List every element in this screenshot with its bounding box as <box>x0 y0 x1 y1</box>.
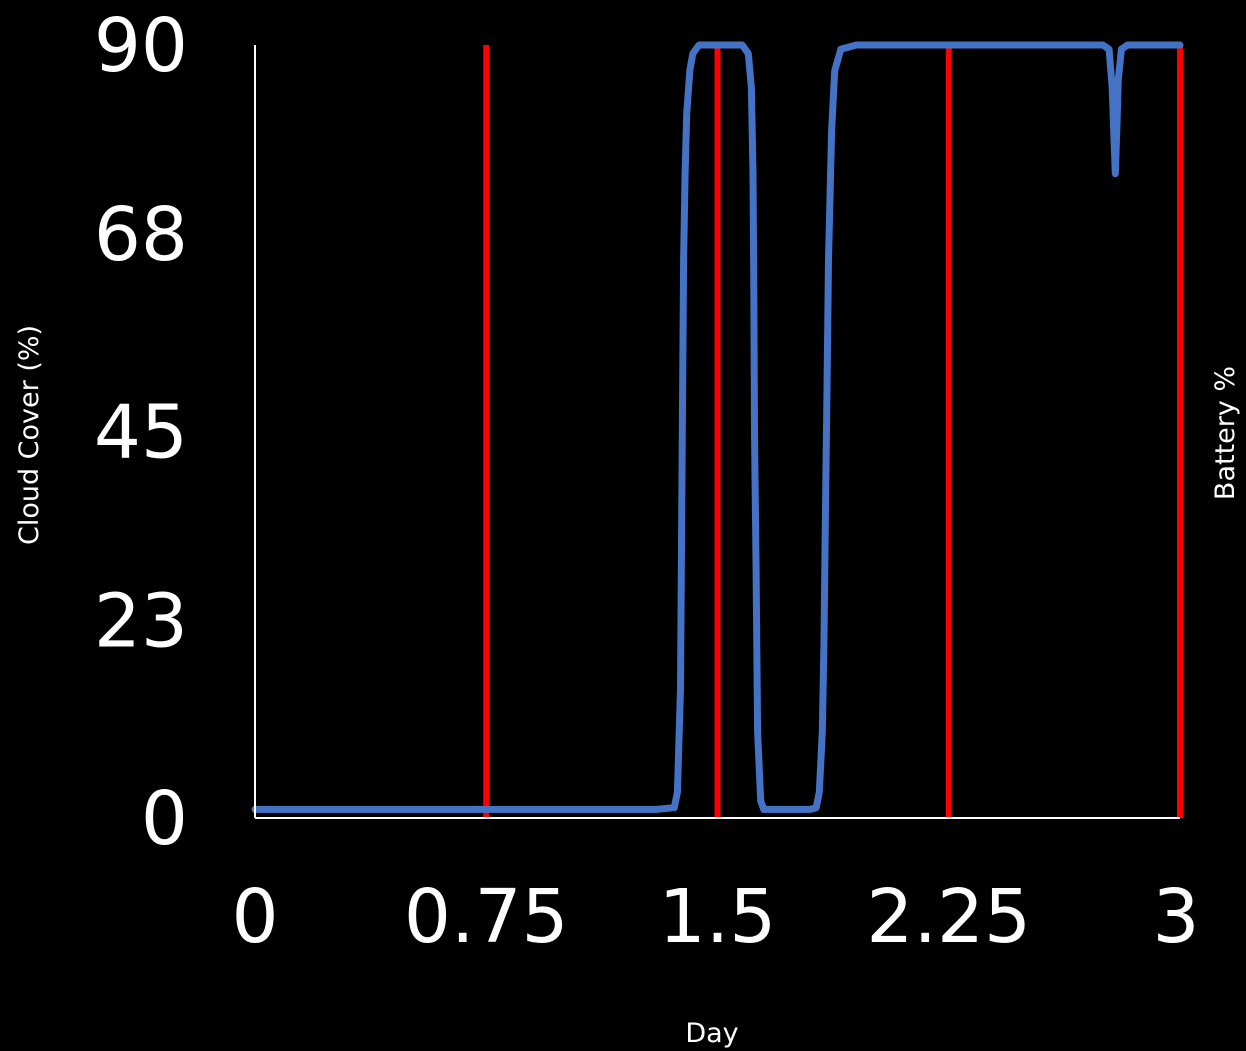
x-tick-label: 0 <box>231 874 278 960</box>
secondary-y-axis-title: Battery % <box>1210 366 1241 500</box>
y-tick-label: 23 <box>94 578 188 664</box>
x-axis-title: Day <box>685 1018 738 1049</box>
event-markers <box>483 45 1183 818</box>
y-tick-label: 68 <box>94 192 188 278</box>
tick-labels: 0 23 45 68 90 0 0.75 1.5 2.25 3 <box>94 3 1200 960</box>
y-tick-label: 0 <box>141 776 188 862</box>
x-tick-label: 3 <box>1152 874 1199 960</box>
y-tick-label: 90 <box>94 3 188 89</box>
y-axis-title: Cloud Cover (%) <box>14 325 45 545</box>
x-tick-label: 2.25 <box>866 874 1031 960</box>
series-layer <box>251 41 1184 813</box>
x-tick-label: 0.75 <box>404 874 569 960</box>
x-tick-label: 1.5 <box>659 874 777 960</box>
series-line-0 <box>251 41 1184 813</box>
y-tick-label: 45 <box>94 390 188 476</box>
axes <box>254 45 1180 819</box>
